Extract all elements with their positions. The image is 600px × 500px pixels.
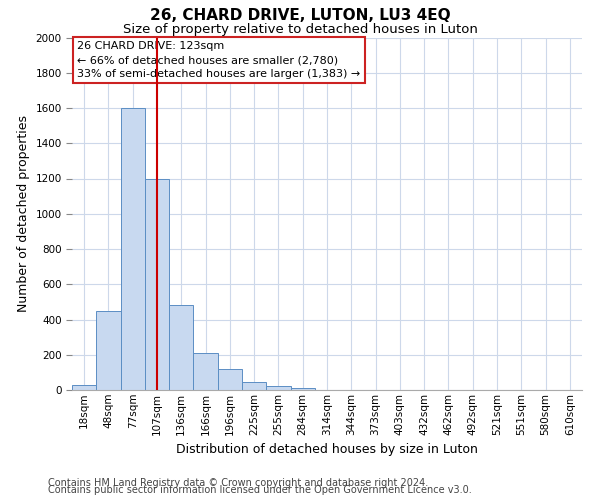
- Text: 26 CHARD DRIVE: 123sqm
← 66% of detached houses are smaller (2,780)
33% of semi-: 26 CHARD DRIVE: 123sqm ← 66% of detached…: [77, 41, 361, 79]
- Bar: [266, 386, 290, 390]
- Bar: [121, 108, 145, 390]
- Bar: [218, 369, 242, 390]
- Text: Size of property relative to detached houses in Luton: Size of property relative to detached ho…: [122, 22, 478, 36]
- Text: 26, CHARD DRIVE, LUTON, LU3 4EQ: 26, CHARD DRIVE, LUTON, LU3 4EQ: [149, 8, 451, 22]
- Bar: [169, 306, 193, 390]
- Text: Contains public sector information licensed under the Open Government Licence v3: Contains public sector information licen…: [48, 485, 472, 495]
- Bar: [96, 310, 121, 390]
- Bar: [72, 384, 96, 390]
- Bar: [242, 382, 266, 390]
- Text: Contains HM Land Registry data © Crown copyright and database right 2024.: Contains HM Land Registry data © Crown c…: [48, 478, 428, 488]
- X-axis label: Distribution of detached houses by size in Luton: Distribution of detached houses by size …: [176, 443, 478, 456]
- Y-axis label: Number of detached properties: Number of detached properties: [17, 116, 30, 312]
- Bar: [145, 178, 169, 390]
- Bar: [193, 353, 218, 390]
- Bar: [290, 388, 315, 390]
